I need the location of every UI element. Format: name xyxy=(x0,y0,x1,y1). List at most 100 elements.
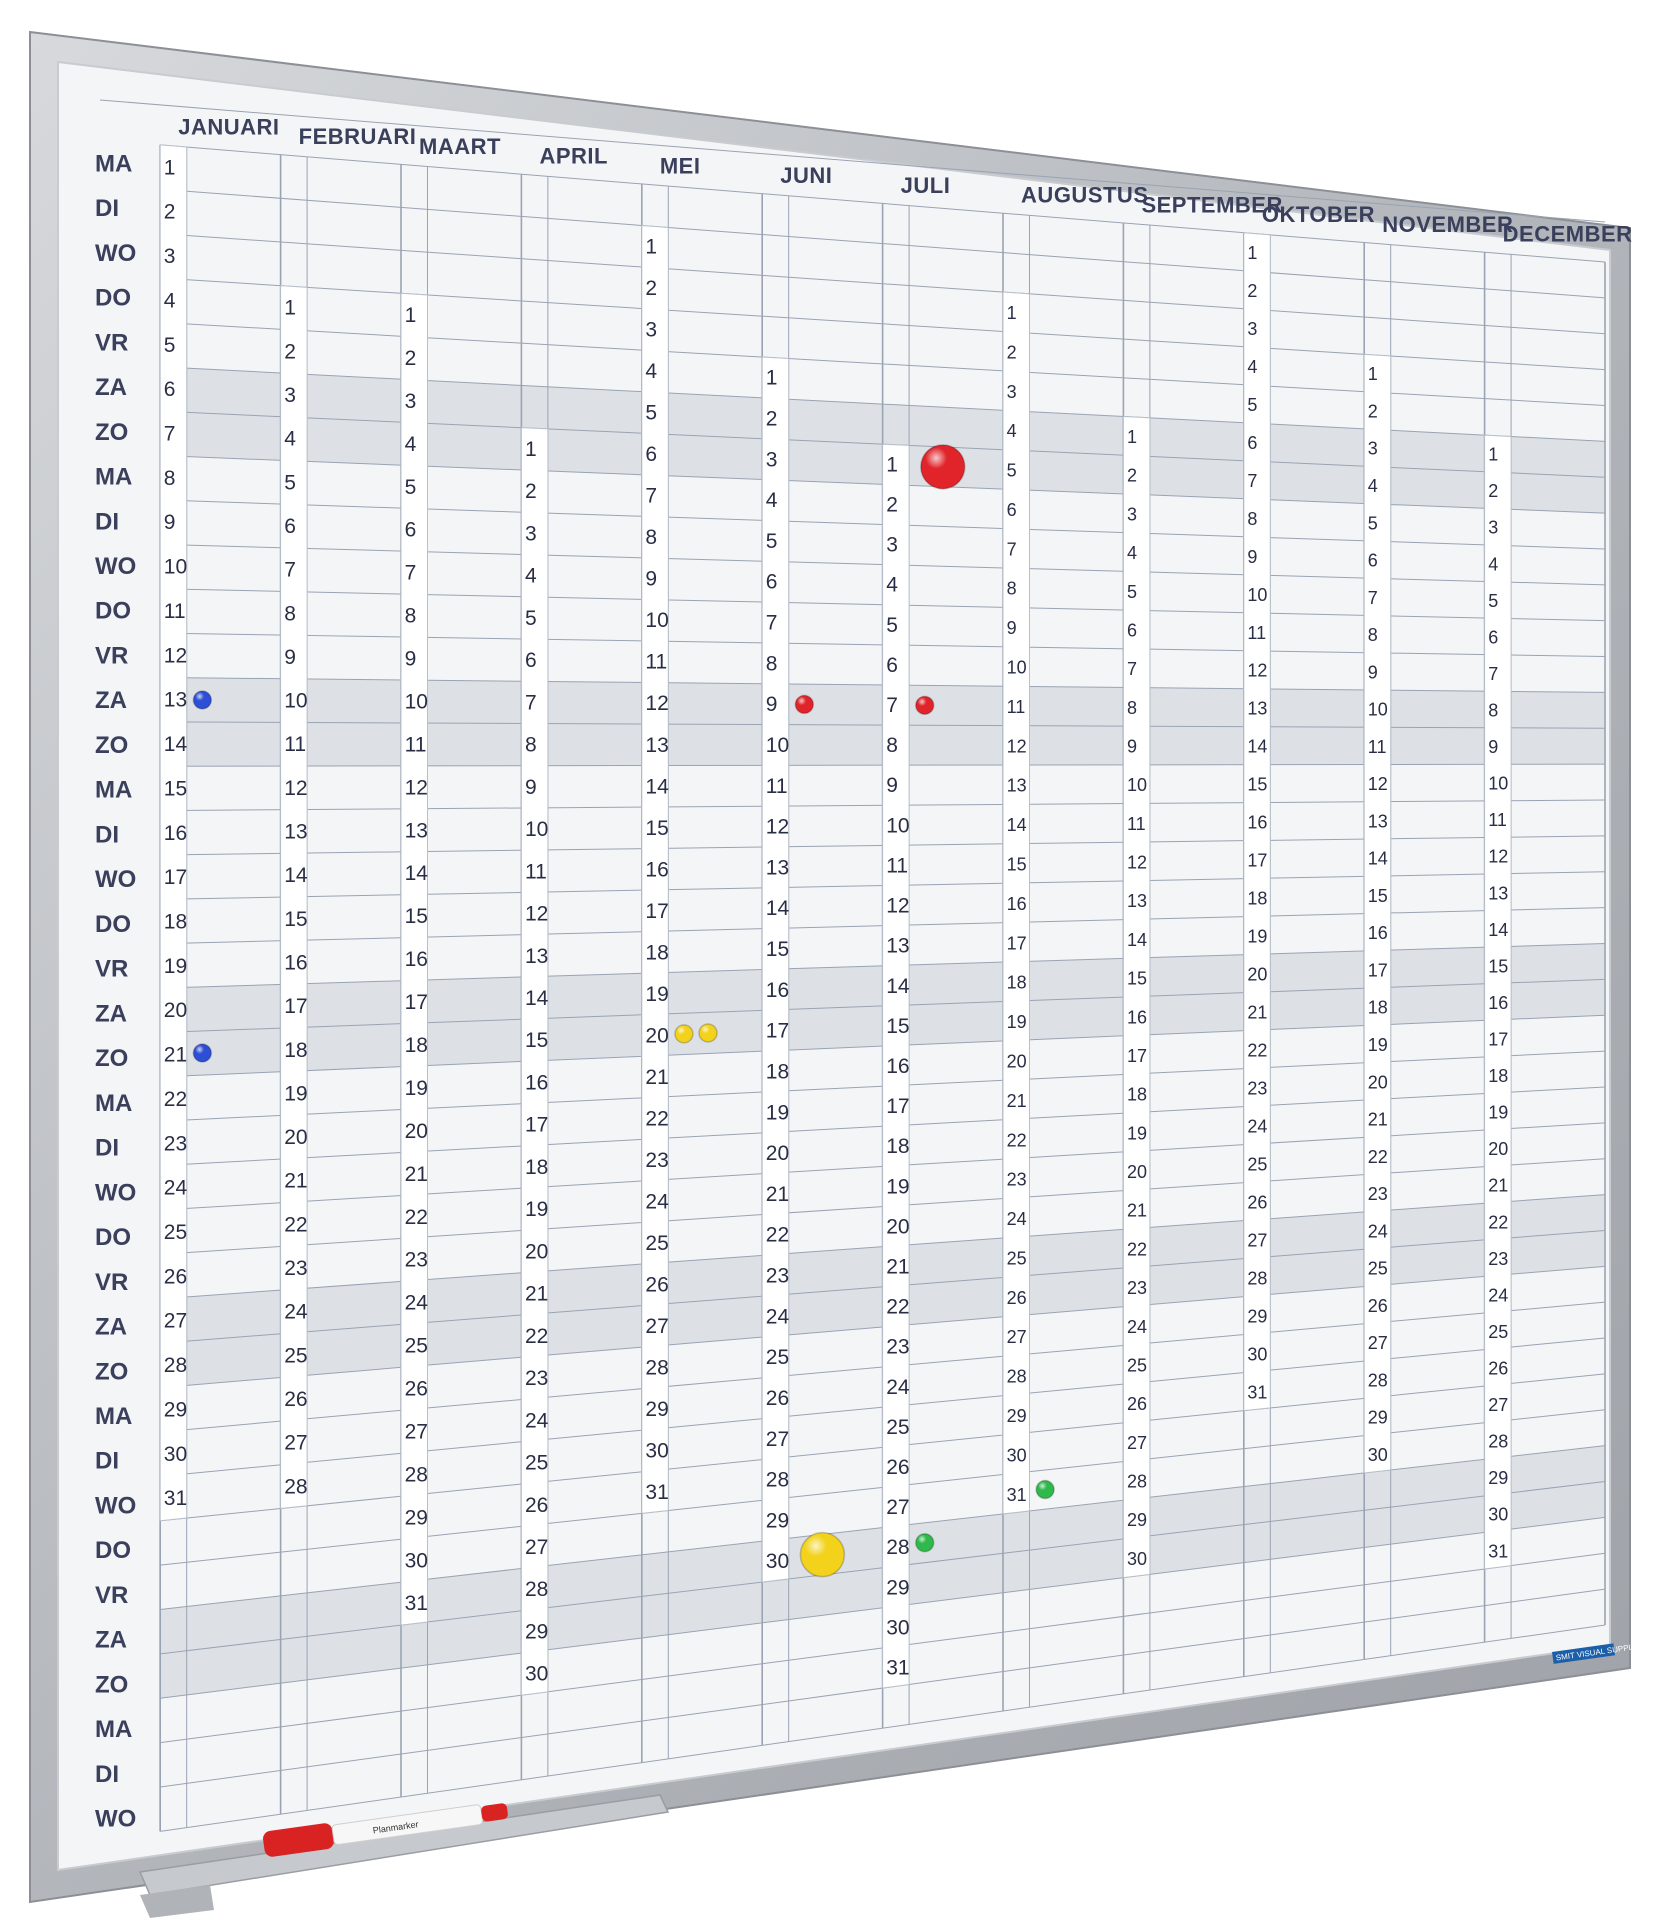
magnets xyxy=(192,444,1055,1578)
day-number: 29 xyxy=(164,1398,187,1421)
day-number: 4 xyxy=(766,489,778,512)
day-number: 12 xyxy=(1007,736,1027,756)
weekday-label: DI xyxy=(95,1448,119,1475)
day-number: 2 xyxy=(164,201,176,224)
day-number: 17 xyxy=(1488,1029,1508,1049)
day-number: 18 xyxy=(525,1156,548,1179)
day-number: 28 xyxy=(1127,1472,1147,1492)
day-number: 6 xyxy=(1127,620,1137,640)
day-number: 3 xyxy=(284,384,296,407)
day-number: 4 xyxy=(405,433,417,456)
day-number: 4 xyxy=(1488,554,1498,574)
day-number: 16 xyxy=(1247,813,1267,833)
day-strip xyxy=(641,224,669,1514)
weekday-label: MA xyxy=(95,150,132,177)
day-number: 6 xyxy=(405,519,417,542)
day-number: 25 xyxy=(164,1221,187,1244)
weekday-label: VR xyxy=(95,956,128,983)
day-number: 6 xyxy=(284,515,296,538)
day-number: 14 xyxy=(1007,815,1027,835)
day-number: 12 xyxy=(1368,774,1388,794)
day-strip xyxy=(520,427,549,1696)
day-number: 19 xyxy=(1247,927,1267,947)
day-number: 21 xyxy=(1488,1176,1508,1196)
day-number: 17 xyxy=(164,866,187,889)
day-number: 14 xyxy=(1368,849,1388,869)
day-strip xyxy=(1484,434,1512,1570)
day-number: 18 xyxy=(164,910,187,933)
day-number: 12 xyxy=(766,816,789,839)
day-number: 29 xyxy=(1127,1510,1147,1530)
day-number: 24 xyxy=(886,1376,910,1399)
day-number: 29 xyxy=(405,1506,428,1529)
day-number: 8 xyxy=(1007,579,1017,599)
weekday-label: DI xyxy=(95,508,119,535)
day-number: 25 xyxy=(405,1335,428,1358)
day-number: 12 xyxy=(284,777,307,800)
day-number: 1 xyxy=(284,297,296,320)
day-number: 31 xyxy=(1488,1541,1508,1561)
day-number: 10 xyxy=(1007,658,1027,678)
day-number: 1 xyxy=(766,367,778,390)
day-number: 10 xyxy=(1368,700,1388,720)
day-number: 8 xyxy=(1247,509,1257,529)
weekday-label: ZA xyxy=(95,687,127,714)
day-number: 15 xyxy=(886,1015,909,1038)
day-number: 31 xyxy=(164,1487,187,1510)
day-number: 25 xyxy=(766,1346,789,1369)
day-number: 3 xyxy=(1247,319,1257,339)
day-strip xyxy=(1122,415,1151,1579)
day-strip xyxy=(1243,232,1271,1412)
day-number: 11 xyxy=(645,651,667,674)
day-strip xyxy=(1363,353,1392,1474)
day-number: 19 xyxy=(164,955,187,978)
day-number: 20 xyxy=(284,1126,307,1149)
day-number: 27 xyxy=(525,1536,548,1559)
day-number: 21 xyxy=(525,1283,548,1306)
day-number: 2 xyxy=(1488,481,1498,501)
day-number: 24 xyxy=(1247,1116,1267,1136)
day-number: 8 xyxy=(1488,700,1498,720)
weekday-label: DO xyxy=(95,285,131,312)
day-strip xyxy=(1002,291,1030,1515)
day-number: 8 xyxy=(164,467,176,490)
day-number: 9 xyxy=(1488,737,1498,757)
day-number: 1 xyxy=(1007,303,1017,323)
day-number: 6 xyxy=(1488,627,1498,647)
day-number: 11 xyxy=(164,600,186,623)
day-number: 21 xyxy=(284,1170,307,1193)
day-number: 29 xyxy=(1247,1306,1267,1326)
day-number: 13 xyxy=(886,935,909,958)
day-number: 30 xyxy=(1488,1505,1508,1525)
day-number: 19 xyxy=(766,1101,789,1124)
day-number: 2 xyxy=(1368,401,1378,421)
day-number: 22 xyxy=(886,1296,909,1319)
day-number: 4 xyxy=(1007,421,1017,441)
day-number: 1 xyxy=(886,453,898,476)
weekday-label: DI xyxy=(95,1135,119,1162)
day-number: 13 xyxy=(1368,811,1388,831)
magnet-highlight xyxy=(800,1532,845,1577)
day-number: 27 xyxy=(1247,1230,1267,1250)
day-number: 23 xyxy=(1247,1078,1267,1098)
magnet-highlight xyxy=(674,1024,693,1043)
weekday-label: ZA xyxy=(95,1627,127,1654)
day-number: 28 xyxy=(164,1354,187,1377)
day-number: 24 xyxy=(1127,1317,1147,1337)
day-number: 7 xyxy=(886,694,898,717)
day-number: 21 xyxy=(886,1255,909,1278)
day-number: 12 xyxy=(1488,847,1508,867)
day-number: 26 xyxy=(405,1378,428,1401)
day-number: 5 xyxy=(645,402,657,425)
day-number: 24 xyxy=(1368,1221,1388,1241)
weekday-label: ZO xyxy=(95,1045,128,1072)
whiteboard-marker[interactable]: Planmarker xyxy=(262,1798,509,1858)
day-number: 9 xyxy=(1247,547,1257,567)
day-number: 2 xyxy=(1127,466,1137,486)
weekday-label: MA xyxy=(95,1090,132,1117)
day-number: 26 xyxy=(525,1494,548,1517)
day-number: 15 xyxy=(525,1029,548,1052)
day-number: 24 xyxy=(1007,1209,1027,1229)
magnet-highlight xyxy=(193,1044,212,1063)
day-number: 15 xyxy=(766,938,789,961)
